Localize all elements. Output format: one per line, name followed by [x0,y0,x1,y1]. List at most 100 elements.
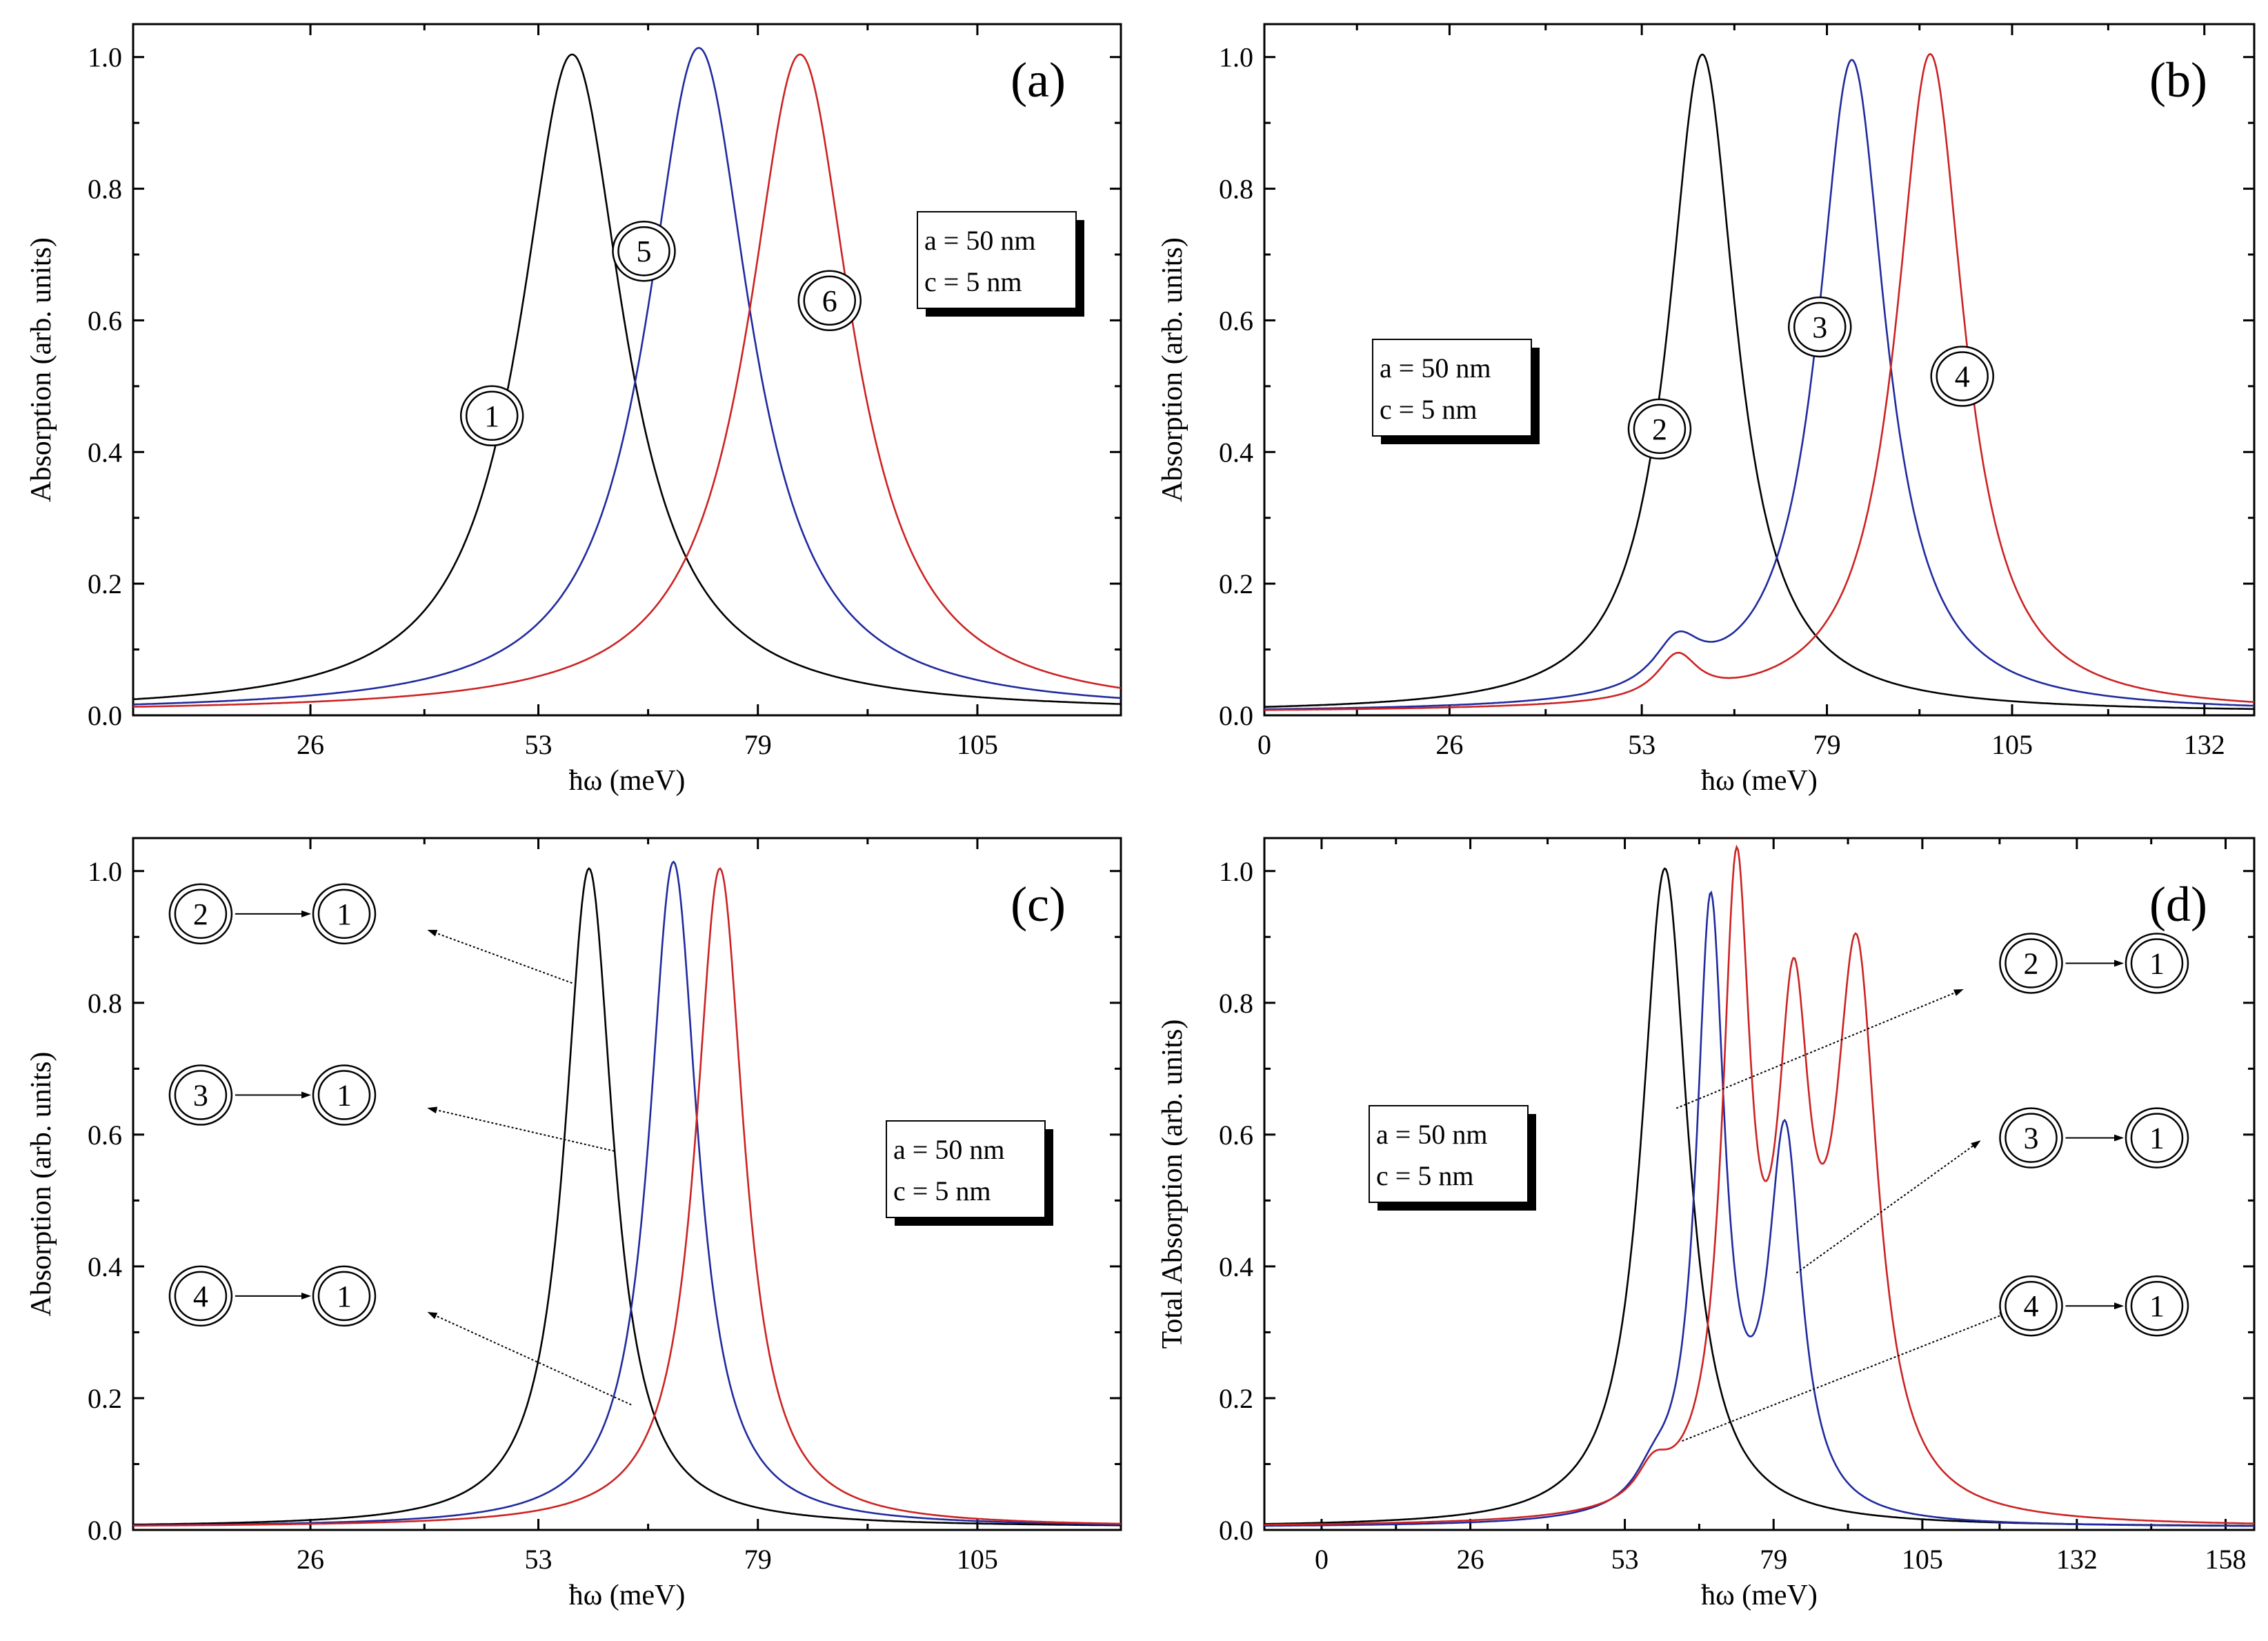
x-tick-label: 79 [744,1544,772,1575]
curve-label-5-text: 5 [636,235,651,268]
transition-to-2-1-text: 1 [337,897,352,931]
annotation-arrow [1682,1311,2010,1442]
annotation-arrow [1675,988,1964,1109]
transition-from-3-text: 3 [2024,1122,2039,1155]
transition-to-4-1: 1 [312,1265,377,1327]
annotation-arrow [427,1311,632,1406]
x-tick-label: 132 [2056,1544,2098,1575]
y-tick-label: 0.0 [88,700,122,731]
y-axis-label: Absorption (arb. units) [26,1052,57,1317]
x-axis-label: ħω (meV) [1701,1580,1818,1611]
x-tick-label: 53 [524,729,552,760]
curve-label-6-text: 6 [822,284,837,318]
x-tick-label: 105 [957,729,998,760]
curve-label-3: 3 [1788,296,1852,358]
series-line-4 [1264,52,2254,711]
y-tick-label: 0.0 [88,1515,122,1546]
panel-b: 0 26 53 79 105 132 0.0 0.2 0.4 0.6 0.8 1.0 ħω (meV) A… [1157,23,2256,797]
transition-from-2-text: 2 [193,897,208,931]
legend-entry-c: c = 5 nm [1376,1160,1473,1191]
transition-from-2: 2 [1999,933,2063,994]
x-axis-label: ħω (meV) [569,765,686,797]
panel-c: 26 53 79 105 0.0 0.2 0.4 0.6 0.8 1.0 ħω (meV) Absor… [26,837,1122,1611]
y-axis-label: Absorption (arb. units) [26,237,57,502]
series-line-2-to-1 [133,867,1121,1526]
y-tick-label: 0.0 [1219,700,1253,731]
y-tick-label: 0.2 [1219,1383,1253,1414]
curve-label-1-text: 1 [484,399,499,433]
panel-label: (d) [2149,877,2207,932]
curve-label-2-text: 2 [1652,412,1667,446]
x-tick-label: 53 [1628,729,1655,760]
series-line-4-to-1 [1264,844,2254,1526]
series-line-6 [133,53,1121,708]
x-tick-label: 158 [2205,1544,2247,1575]
annotation-arrow [427,1106,615,1152]
y-tick-label: 0.2 [88,1383,122,1414]
y-tick-label: 0.0 [1219,1515,1253,1546]
transition-from-4-text: 4 [193,1280,208,1313]
panel-label: (b) [2149,52,2207,108]
y-tick-label: 1.0 [88,42,122,73]
y-tick-label: 0.2 [1219,568,1253,599]
y-tick-label: 0.8 [1219,174,1253,205]
transition-to-4-1: 1 [2125,1275,2189,1337]
x-tick-label: 132 [2184,729,2225,760]
y-tick-label: 0.4 [1219,1251,1253,1282]
transition-to-4-1-text: 1 [337,1280,352,1313]
curve-label-4-text: 4 [1955,360,1970,394]
transition-to-3-1-text: 1 [2149,1122,2165,1155]
series-line-3 [1264,59,2254,710]
plot-frame [132,23,1122,717]
y-tick-label: 0.6 [1219,1120,1253,1151]
transition-from-3: 3 [1999,1107,2063,1168]
x-tick-label: 26 [1435,729,1463,760]
legend-entry-a: a = 50 nm [924,225,1035,256]
curve-label-4: 4 [1930,346,1994,407]
y-axis-label: Absorption (arb. units) [1157,237,1188,502]
x-axis-label: ħω (meV) [1701,765,1818,797]
legend-box: a = 50 nm c = 5 nm [917,211,1084,317]
transition-from-2: 2 [168,883,233,945]
x-tick-label: 105 [1902,1544,1943,1575]
x-tick-label: 105 [957,1544,998,1575]
series-line-2 [1264,53,2254,710]
x-tick-label: 53 [1611,1544,1639,1575]
transition-from-4: 4 [1999,1275,2063,1337]
legend-entry-c: c = 5 nm [893,1175,991,1206]
series-line-5 [133,47,1121,706]
legend-entry-a: a = 50 nm [1380,352,1491,384]
y-tick-label: 0.6 [88,1120,122,1151]
legend-entry-c: c = 5 nm [924,266,1022,297]
transition-to-3-1-text: 1 [337,1079,352,1113]
transition-to-2-1-text: 1 [2149,946,2165,980]
legend-box: a = 50 nm c = 5 nm [886,1120,1053,1226]
curve-label-2: 2 [1627,398,1692,460]
x-tick-label: 26 [297,729,324,760]
plot-frame [132,837,1122,1531]
x-tick-label: 53 [524,1544,552,1575]
y-axis-label: Total Absorption (arb. units) [1157,1020,1188,1349]
legend-entry-a: a = 50 nm [1376,1119,1487,1150]
plot-frame [1263,837,2256,1531]
curve-label-6: 6 [797,270,862,332]
y-tick-label: 0.8 [88,174,122,205]
y-tick-label: 1.0 [1219,42,1253,73]
y-tick-label: 0.4 [1219,437,1253,468]
y-tick-label: 0.6 [1219,305,1253,336]
transition-from-4-text: 4 [2024,1289,2039,1323]
legend-entry-a: a = 50 nm [893,1134,1004,1165]
legend-box: a = 50 nm c = 5 nm [1372,339,1540,444]
y-tick-label: 1.0 [88,856,122,887]
panel-a: 26 53 79 105 0.0 0.2 0.4 0.6 0.8 1.0 ħω (meV) Absor… [26,23,1122,797]
x-tick-label: 105 [1991,729,2033,760]
transition-to-3-1: 1 [312,1064,377,1126]
transition-from-3: 3 [168,1064,233,1126]
x-tick-label: 79 [1813,729,1841,760]
curve-label-3-text: 3 [1812,310,1827,344]
transition-to-4-1-text: 1 [2149,1289,2165,1323]
transition-from-2-text: 2 [2024,946,2039,980]
annotation-arrow [427,929,573,984]
x-tick-label: 79 [744,729,772,760]
